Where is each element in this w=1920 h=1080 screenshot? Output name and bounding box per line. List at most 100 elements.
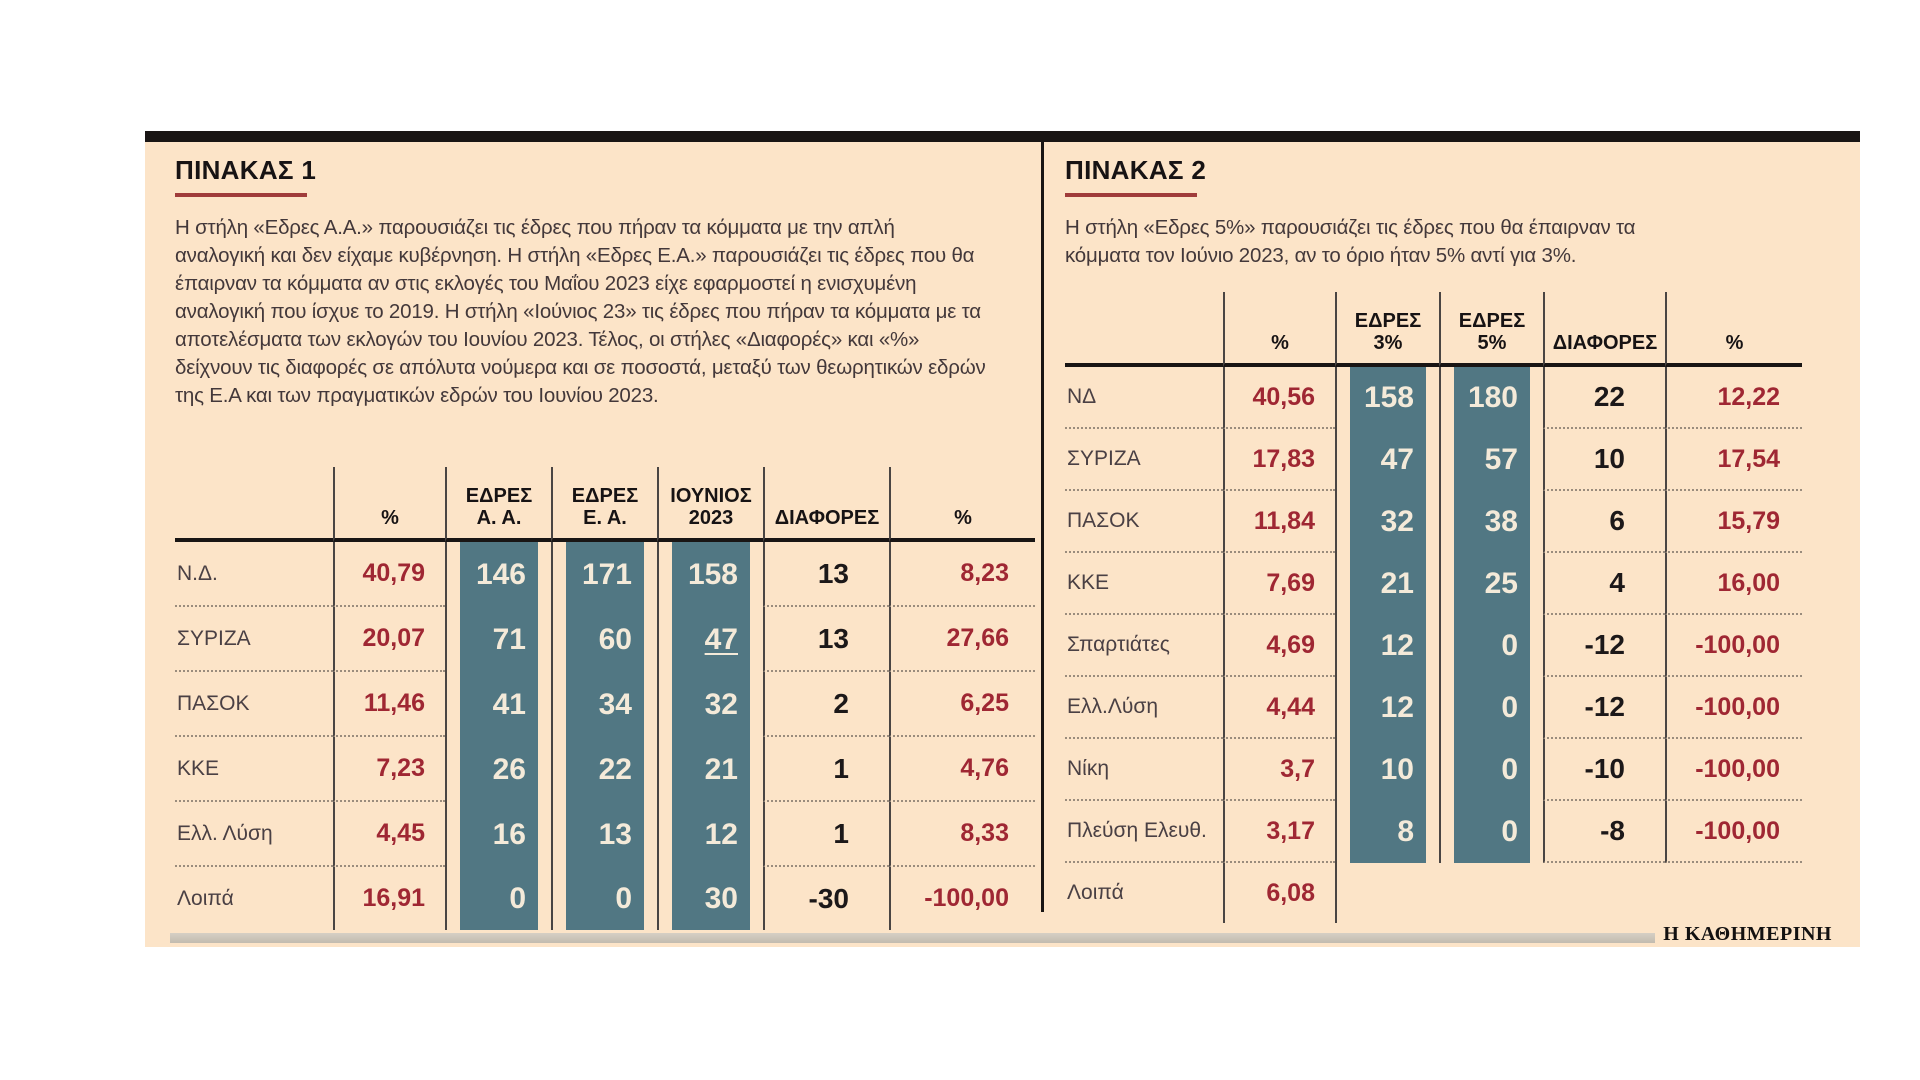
june-2023-cell: 30 [657, 867, 763, 930]
party-cell: ΚΚΕ [1065, 553, 1223, 615]
table-row: ΠΑΣΟΚ 11,46 41 34 32 2 6,25 [175, 672, 1035, 737]
difference-cell: 6 [1543, 491, 1665, 553]
percent-cell: 4,45 [333, 802, 445, 867]
table-row: ΚΚΕ 7,23 26 22 21 1 4,76 [175, 737, 1035, 802]
difference-cell: -30 [763, 867, 889, 930]
difference-percent-cell: 15,79 [1665, 491, 1802, 553]
percent-cell: 40,79 [333, 542, 445, 607]
percent-cell: 40,56 [1223, 367, 1335, 429]
percent-cell: 11,84 [1223, 491, 1335, 553]
seats-aa-cell: 0 [445, 867, 551, 930]
difference-percent-cell: -100,00 [1665, 739, 1802, 801]
footer-divider-bar [170, 933, 1655, 943]
percent-cell: 17,83 [1223, 429, 1335, 491]
panel-1: ΠΙΝΑΚΑΣ 1 Η στήλη «Εδρες Α.Α.» παρουσιάζ… [175, 142, 1035, 947]
panel-1-table: % ΕΔΡΕΣ Α. Α. ΕΔΡΕΣ Ε. Α. ΙΟΥΝΙΟΣ 2023 [175, 467, 1035, 930]
kathimerini-logo: Η ΚΑΘΗΜΕΡΙΝΗ [1663, 923, 1832, 945]
percent-cell: 4,44 [1223, 677, 1335, 739]
party-cell: Ελλ.Λύση [1065, 677, 1223, 739]
seats-ea-column-header: ΕΔΡΕΣ Ε. Α. [551, 467, 657, 542]
difference-cell: 1 [763, 737, 889, 802]
panel-2-header-row: % ΕΔΡΕΣ 3% ΕΔΡΕΣ 5% ΔΙΑΦΟΡΕΣ % [1065, 292, 1802, 367]
seats-5pct-cell: 0 [1439, 801, 1543, 863]
percent-cell: 20,07 [333, 607, 445, 672]
table-row: ΝΔ 40,56 158 180 22 12,22 [1065, 367, 1802, 429]
difference-cell: -12 [1543, 677, 1665, 739]
party-cell: ΝΔ [1065, 367, 1223, 429]
panel-2: ΠΙΝΑΚΑΣ 2 Η στήλη «Εδρες 5%» παρουσιάζει… [1065, 142, 1802, 947]
party-cell: Λοιπά [1067, 881, 1124, 904]
june-2023-column-header: ΙΟΥΝΙΟΣ 2023 [657, 467, 763, 542]
party-cell: Ν.Δ. [175, 542, 333, 607]
difference-cell: 10 [1543, 429, 1665, 491]
panel-divider-line [1041, 142, 1044, 912]
party-cell: Πλεύση Ελευθ. [1065, 801, 1223, 863]
difference-cell: 22 [1543, 367, 1665, 429]
table-row: ΣΥΡΙΖΑ 20,07 71 60 47 13 27,66 [175, 607, 1035, 672]
difference-percent-cell: -100,00 [1665, 677, 1802, 739]
seats-ea-cell: 60 [551, 607, 657, 672]
empty-cell [1665, 863, 1802, 923]
percent-cell: 3,7 [1223, 739, 1335, 801]
panel-1-title: ΠΙΝΑΚΑΣ 1 [175, 155, 317, 185]
difference-percent-cell: -100,00 [1665, 801, 1802, 863]
difference-percent-cell: -100,00 [889, 867, 1035, 930]
difference-percent-cell: 4,76 [889, 737, 1035, 802]
percent-cell: 6,08 [1223, 863, 1335, 923]
difference-cell: -8 [1543, 801, 1665, 863]
party-cell: Σπαρτιάτες [1065, 615, 1223, 677]
party-cell: ΣΥΡΙΖΑ [175, 607, 333, 672]
seats-5pct-cell: 25 [1439, 553, 1543, 615]
seats-ea-cell: 22 [551, 737, 657, 802]
empty-cell [1543, 863, 1665, 923]
seats-aa-cell: 41 [445, 672, 551, 737]
difference-percent-cell: 27,66 [889, 607, 1035, 672]
seats-aa-cell: 26 [445, 737, 551, 802]
seats-aa-cell: 16 [445, 802, 551, 867]
seats-ea-cell: 0 [551, 867, 657, 930]
seats-3pct-column-header: ΕΔΡΕΣ 3% [1335, 292, 1439, 367]
percent-cell: 3,17 [1223, 801, 1335, 863]
difference-cell: 1 [763, 802, 889, 867]
panel-1-description: Η στήλη «Εδρες Α.Α.» παρουσιάζει τις έδρ… [175, 216, 986, 407]
difference-percent-cell: 17,54 [1665, 429, 1802, 491]
table-row: ΣΥΡΙΖΑ 17,83 47 57 10 17,54 [1065, 429, 1802, 491]
seats-3pct-cell: 8 [1335, 801, 1439, 863]
percent-column-header: % [333, 467, 445, 542]
seats-3pct-cell: 12 [1335, 677, 1439, 739]
seats-3pct-cell: 12 [1335, 615, 1439, 677]
infographic-content-box: ΠΙΝΑΚΑΣ 1 Η στήλη «Εδρες Α.Α.» παρουσιάζ… [145, 131, 1860, 947]
table-row: Λοιπά 16,91 0 0 30 -30 -100,00 [175, 867, 1035, 930]
seats-3pct-cell: 158 [1335, 367, 1439, 429]
panel-1-title-underline [175, 193, 307, 197]
seats-5pct-cell: 0 [1439, 739, 1543, 801]
table-row: Λοιπά 6,08 [1065, 863, 1802, 923]
party-column-header [175, 467, 333, 542]
seats-ea-cell: 171 [551, 542, 657, 607]
june-2023-cell: 47 [657, 607, 763, 672]
panel-2-table: % ΕΔΡΕΣ 3% ΕΔΡΕΣ 5% ΔΙΑΦΟΡΕΣ % [1065, 292, 1802, 923]
table-row: Σπαρτιάτες 4,69 12 0 -12 -100,00 [1065, 615, 1802, 677]
june-2023-cell: 32 [657, 672, 763, 737]
percent-cell: 16,91 [333, 867, 445, 930]
difference-cell: 2 [763, 672, 889, 737]
table-row: Νίκη 3,7 10 0 -10 -100,00 [1065, 739, 1802, 801]
seats-ea-cell: 34 [551, 672, 657, 737]
seats-ea-cell: 13 [551, 802, 657, 867]
seats-5pct-cell: 38 [1439, 491, 1543, 553]
seats-3pct-cell: 10 [1335, 739, 1439, 801]
table-row: Ελλ.Λύση 4,44 12 0 -12 -100,00 [1065, 677, 1802, 739]
difference-percent-cell: 8,33 [889, 802, 1035, 867]
panel-2-description: Η στήλη «Εδρες 5%» παρουσιάζει τις έδρες… [1065, 216, 1636, 267]
party-cell: ΠΑΣΟΚ [175, 672, 333, 737]
percent-diff-column-header: % [1665, 292, 1802, 367]
seats-5pct-cell: 180 [1439, 367, 1543, 429]
difference-cell: -12 [1543, 615, 1665, 677]
june-2023-cell: 21 [657, 737, 763, 802]
seats-5pct-cell: 57 [1439, 429, 1543, 491]
seats-5pct-column-header: ΕΔΡΕΣ 5% [1439, 292, 1543, 367]
seats-aa-column-header: ΕΔΡΕΣ Α. Α. [445, 467, 551, 542]
table-row: Πλεύση Ελευθ. 3,17 8 0 -8 -100,00 [1065, 801, 1802, 863]
difference-cell: 13 [763, 542, 889, 607]
